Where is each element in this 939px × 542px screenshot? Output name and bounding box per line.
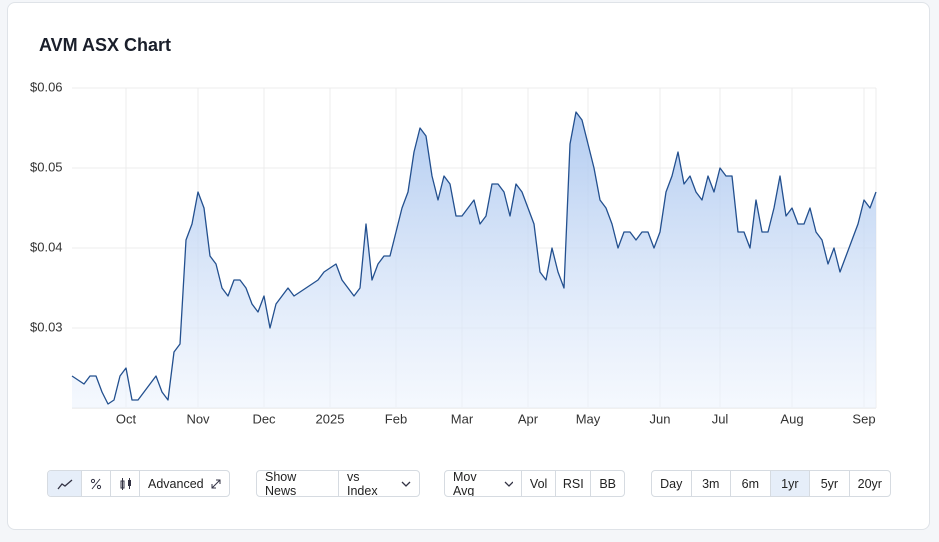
- area: [72, 112, 876, 408]
- x-tick-label: Mar: [451, 411, 474, 426]
- range-button[interactable]: 6m: [731, 471, 771, 496]
- x-tick-label: Dec: [252, 411, 276, 426]
- indicator-group: Mov Avg Vol RSI BB: [444, 470, 625, 497]
- mov-avg-label: Mov Avg: [453, 470, 477, 497]
- advanced-button[interactable]: Advanced: [140, 471, 229, 496]
- chevron-icon: [504, 481, 513, 487]
- line-chart-button[interactable]: [48, 471, 82, 496]
- show-news-label: Show News: [265, 470, 297, 497]
- y-tick-label: $0.05: [30, 159, 63, 174]
- chart-title: AVM ASX Chart: [39, 35, 172, 55]
- range-label: 20yr: [857, 476, 882, 491]
- y-tick-label: $0.06: [30, 79, 63, 94]
- percent-icon: [90, 478, 102, 489]
- x-tick-label: Oct: [116, 411, 137, 426]
- range-label: Day: [660, 476, 683, 491]
- y-tick-label: $0.04: [30, 239, 63, 254]
- y-tick-label: $0.03: [30, 319, 63, 334]
- x-tick-label: Apr: [518, 411, 539, 426]
- vs-index-button[interactable]: vs Index: [339, 471, 419, 496]
- range-button[interactable]: Day: [652, 471, 692, 496]
- vol-label: Vol: [529, 476, 548, 491]
- x-tick-label: Jun: [650, 411, 671, 426]
- x-tick-label: Jul: [712, 411, 729, 426]
- overlay-group: Show News vs Index: [256, 470, 420, 497]
- rsi-button[interactable]: RSI: [556, 471, 592, 496]
- range-button[interactable]: 5yr: [810, 471, 850, 496]
- x-tick-label: 2025: [316, 411, 345, 426]
- show-news-button[interactable]: Show News: [257, 471, 339, 496]
- advanced-label: Advanced: [148, 476, 204, 491]
- range-button[interactable]: 1yr: [770, 471, 811, 496]
- candle-icon: [120, 477, 131, 490]
- vs-index-label: vs Index: [347, 470, 378, 497]
- bb-label: BB: [599, 476, 616, 491]
- line-icon: [56, 479, 72, 489]
- range-label: 6m: [741, 476, 760, 491]
- range-label: 5yr: [820, 476, 839, 491]
- mov-avg-button[interactable]: Mov Avg: [445, 471, 522, 496]
- expand-icon: [211, 479, 221, 488]
- x-tick-label: Feb: [385, 411, 407, 426]
- price-line: [71, 111, 877, 405]
- chart: $0.03 $0.04 $0.05 $0.06 Oct Nov Dec 2025 Feb Mar A…: [30, 79, 877, 426]
- x-tick-label: Nov: [186, 411, 210, 426]
- chevron-icon: [401, 481, 411, 487]
- range-label: 1yr: [781, 476, 799, 491]
- bb-button[interactable]: BB: [591, 471, 624, 496]
- candle-button[interactable]: [111, 471, 140, 496]
- range-button[interactable]: 20yr: [850, 471, 890, 496]
- range-button[interactable]: 3m: [692, 471, 732, 496]
- range-label: 3m: [702, 476, 720, 491]
- x-tick-label: Sep: [852, 411, 875, 426]
- range-group: Day 3m 6m 1yr 5yr 20yr: [651, 470, 891, 497]
- x-tick-label: Aug: [780, 411, 803, 426]
- percent-button[interactable]: [82, 471, 111, 496]
- rsi-label: RSI: [562, 476, 584, 491]
- vol-button[interactable]: Vol: [522, 471, 557, 496]
- chart-style-group: Advanced: [47, 470, 230, 497]
- x-tick-label: May: [576, 411, 601, 426]
